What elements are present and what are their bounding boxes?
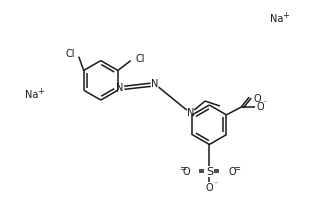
Text: ⁻: ⁻ xyxy=(213,180,217,188)
Text: N: N xyxy=(151,79,159,89)
Text: Cl: Cl xyxy=(136,54,145,64)
Text: ⁻: ⁻ xyxy=(263,99,267,107)
Text: S: S xyxy=(206,167,213,177)
Text: N: N xyxy=(116,83,124,93)
Text: Cl: Cl xyxy=(65,49,75,59)
Text: O: O xyxy=(205,183,213,193)
Text: +: + xyxy=(37,87,44,96)
Text: =: = xyxy=(179,164,186,173)
Text: =: = xyxy=(233,164,240,173)
Text: O: O xyxy=(183,167,191,177)
Text: O: O xyxy=(256,102,264,112)
Text: N: N xyxy=(187,108,194,118)
Text: O: O xyxy=(228,167,236,177)
Text: O: O xyxy=(253,94,261,104)
Text: Na: Na xyxy=(25,90,38,100)
Text: Na: Na xyxy=(270,14,283,24)
Text: +: + xyxy=(282,11,289,20)
